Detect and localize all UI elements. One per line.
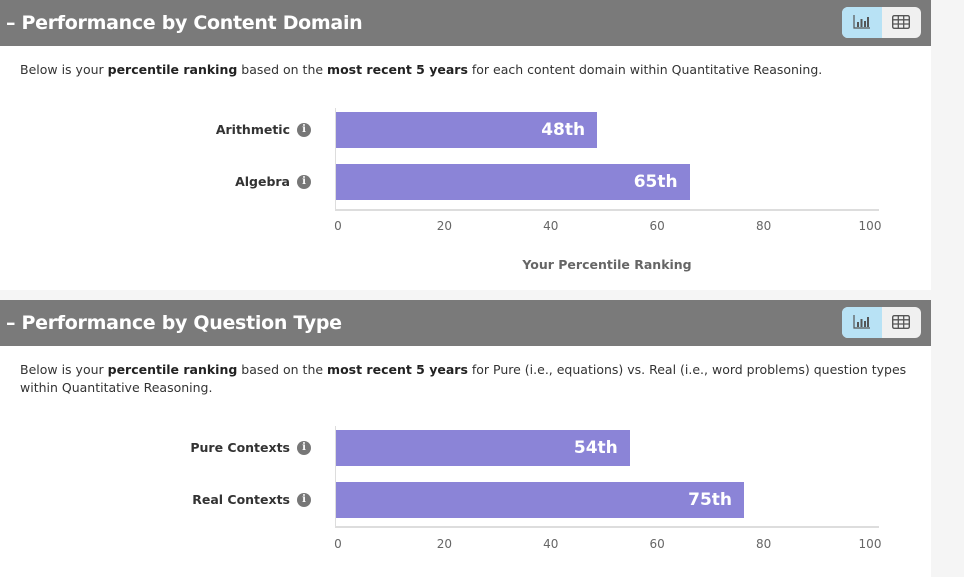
chart-view-button[interactable] (842, 7, 882, 38)
x-axis-line (335, 209, 879, 211)
description-text: based on the (237, 62, 328, 77)
section-description: Below is your percentile ranking based o… (20, 61, 910, 79)
x-tick-label: 80 (755, 219, 772, 233)
table-view-button[interactable] (882, 7, 922, 38)
x-tick-label: 100 (858, 537, 882, 551)
y-axis-line (335, 426, 336, 526)
table-icon (892, 307, 911, 338)
category-label: Real Contexts (192, 492, 290, 507)
description-text: most recent 5 years (327, 62, 468, 77)
description-text: Below is your (20, 62, 108, 77)
x-tick-label: 20 (436, 219, 453, 233)
description-text: for Pure (i.e., equations) vs. Real (i.e… (20, 362, 907, 395)
x-tick-label: 20 (436, 537, 453, 551)
x-tick-label: 0 (334, 219, 342, 233)
x-tick-label: 100 (858, 219, 882, 233)
table-icon (892, 7, 911, 38)
info-icon[interactable]: i (297, 493, 311, 507)
table-view-button[interactable] (882, 307, 922, 338)
view-toggle[interactable] (842, 7, 921, 38)
minus-icon[interactable]: – (6, 12, 22, 34)
chart-icon (853, 7, 871, 38)
description-text: percentile ranking (107, 362, 238, 377)
section-title: Performance by Content Domain (21, 12, 363, 34)
category-label: Pure Contexts (190, 440, 290, 455)
x-tick-label: 80 (755, 537, 772, 551)
x-axis-title: Your Percentile Ranking (522, 257, 692, 272)
x-tick-label: 0 (334, 537, 342, 551)
category-label: Algebra (235, 174, 290, 189)
chart-icon (853, 307, 871, 338)
x-tick-label: 40 (543, 537, 559, 551)
x-tick-label: 60 (649, 219, 665, 233)
x-axis-line (335, 526, 879, 528)
section-title: Performance by Question Type (21, 312, 343, 334)
description-text: Below is your (20, 362, 108, 377)
y-axis-line (335, 108, 336, 209)
chart-view-button[interactable] (842, 307, 882, 338)
section-header-0[interactable]: – Performance by Content Domain (0, 0, 931, 46)
minus-icon[interactable]: – (6, 312, 22, 334)
x-tick-label: 40 (543, 219, 559, 233)
bar-pure-contexts: 54th (336, 430, 630, 466)
description-text: most recent 5 years (327, 362, 468, 377)
section-header-1[interactable]: – Performance by Question Type (0, 300, 931, 346)
description-text: for each content domain within Quantitat… (467, 62, 823, 77)
bar-algebra: 65th (336, 164, 690, 200)
description-text: percentile ranking (107, 62, 238, 77)
x-tick-label: 60 (649, 537, 665, 551)
info-icon[interactable]: i (297, 123, 311, 137)
bar-arithmetic: 48th (336, 112, 598, 148)
description-text: based on the (237, 362, 328, 377)
info-icon[interactable]: i (297, 441, 311, 455)
section-description: Below is your percentile ranking based o… (20, 361, 910, 397)
category-label: Arithmetic (215, 122, 290, 137)
info-icon[interactable]: i (297, 175, 311, 189)
view-toggle[interactable] (842, 307, 921, 338)
bar-real-contexts: 75th (336, 482, 744, 518)
